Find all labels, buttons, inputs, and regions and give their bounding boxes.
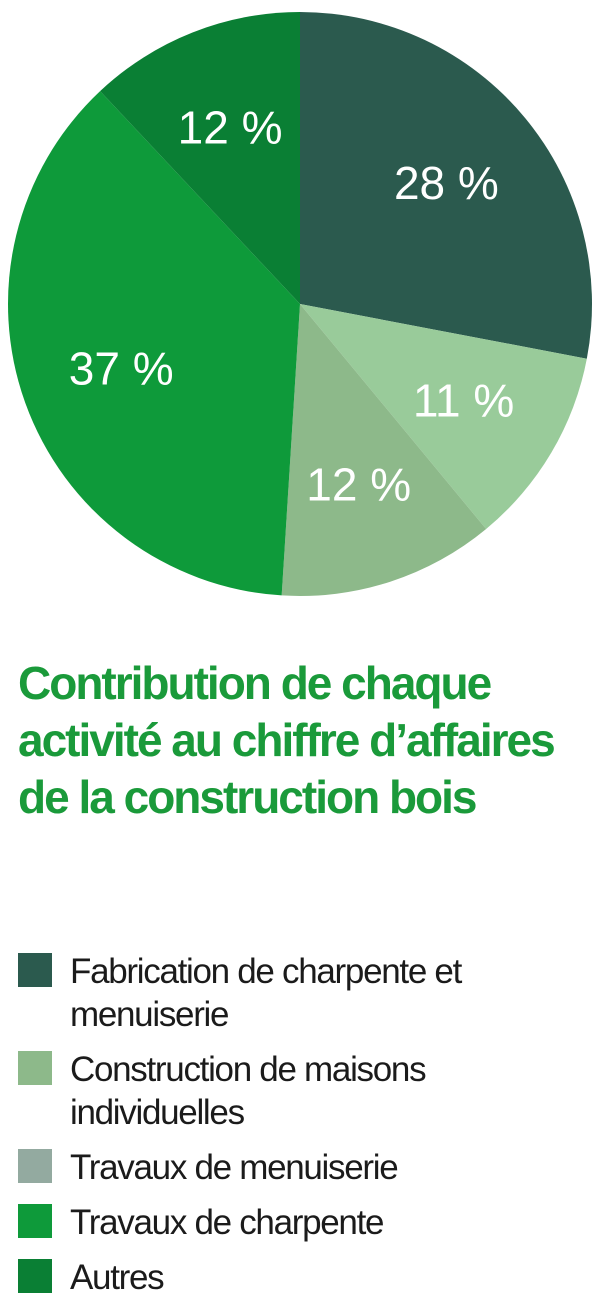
chart-title: Contribution de chaque activité au chiff…	[18, 657, 556, 823]
legend-label: Fabrication de charpente et menuiserie	[70, 952, 462, 1034]
legend-item-travaux-charpente: Travaux de charpente	[18, 1201, 593, 1244]
legend-label: Travaux de charpente	[70, 1203, 384, 1242]
legend: Fabrication de charpente et menuiserie C…	[18, 950, 593, 1311]
legend-label: Autres	[70, 1258, 165, 1297]
slice-value-label: 11 %	[413, 375, 514, 427]
legend-item-autres: Autres	[18, 1256, 593, 1299]
legend-item-travaux-menuiserie: Travaux de menuiserie	[18, 1146, 593, 1189]
legend-swatch	[18, 1051, 52, 1085]
legend-item-fabrication: Fabrication de charpente et menuiserie	[18, 950, 593, 1036]
slice-travaux-charpente	[7, 91, 300, 596]
legend-label: Construction de maisons individuelles	[70, 1050, 427, 1132]
legend-item-construction-maisons: Construction de maisons individuelles	[18, 1048, 593, 1134]
slice-value-label: 12 %	[178, 101, 283, 153]
slice-autres	[100, 12, 300, 304]
slice-construction-maisons	[300, 304, 587, 529]
pie-chart: 28 %11 %12 %37 %12 %	[7, 12, 592, 597]
legend-swatch	[18, 1259, 52, 1293]
legend-swatch	[18, 953, 52, 987]
slice-travaux-menuiserie	[281, 304, 487, 597]
legend-swatch	[18, 1149, 52, 1183]
legend-label: Travaux de menuiserie	[70, 1148, 399, 1187]
slice-value-label: 12 %	[306, 459, 411, 511]
slice-value-label: 28 %	[394, 157, 499, 209]
slice-fabrication	[300, 12, 592, 359]
legend-swatch	[18, 1204, 52, 1238]
slice-value-label: 37 %	[69, 342, 174, 394]
